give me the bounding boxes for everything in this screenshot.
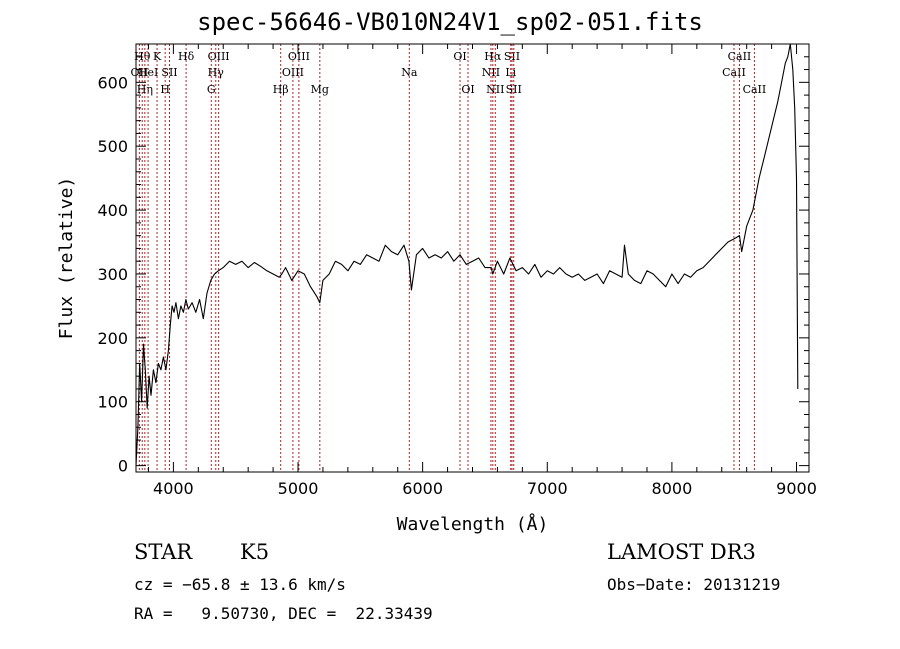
x-tick-label-8000: 8000 [652,479,693,498]
redshift-velocity: cz = −65.8 ± 13.6 km/s [134,575,346,594]
y-tick-label-300: 300 [97,265,128,284]
x-tick-label-7000: 7000 [527,479,568,498]
line-label-6: SII [161,66,177,79]
x-tick-label-5000: 5000 [278,479,319,498]
line-label-1: Hθ [134,50,151,63]
line-label-22: SII [504,50,520,63]
object-subclass: K5 [240,540,270,564]
line-label-5: H [160,83,170,96]
line-label-18: NII [482,66,500,79]
survey-name: LAMOST DR3 [607,540,756,564]
y-tick-label-0: 0 [118,457,128,476]
y-axis-label: Flux (relative) [56,177,77,340]
line-label-11: Hβ [273,83,289,96]
line-label-24: CaII [722,66,746,79]
line-label-13: OIII [288,50,310,63]
line-label-3: HeI [138,66,158,79]
line-label-9: Hγ [208,66,225,79]
plot-frame [135,43,810,473]
y-tick-label-600: 600 [97,73,128,92]
line-label-15: Na [401,66,418,79]
line-label-4: K [153,50,162,63]
y-tick-label-100: 100 [97,393,128,412]
line-label-21: Li [505,66,516,79]
y-tick-label-500: 500 [97,137,128,156]
line-label-23: SII [506,83,522,96]
line-label-26: CaII [743,83,767,96]
line-label-20: NII [486,83,504,96]
x-tick-label-9000: 9000 [776,479,817,498]
y-tick-label-200: 200 [97,329,128,348]
line-label-16: OI [453,50,466,63]
line-label-7: Hδ [178,50,195,63]
line-label-10: OIII [208,50,230,63]
line-label-14: Mg [311,83,329,96]
x-tick-label-4000: 4000 [153,479,194,498]
sky-coordinates: RA = 9.50730, DEC = 22.33439 [134,604,433,623]
flux-series-line [135,43,799,466]
line-label-12: OIII [282,66,304,79]
y-tick-label-400: 400 [97,201,128,220]
line-label-25: CaII [728,50,752,63]
observation-date: Obs−Date: 20131219 [607,575,781,594]
chart-title: spec-56646-VB010N24V1_sp02-051.fits [197,8,703,36]
line-label-8: G [207,83,216,96]
x-axis-label: Wavelength (Å) [397,513,549,535]
object-class: STAR [134,540,193,564]
line-label-0: OII [131,66,149,79]
line-label-19: Hα [484,50,502,63]
line-label-2: Hη [137,83,153,96]
x-tick-label-6000: 6000 [402,479,443,498]
line-label-17: OI [461,83,474,96]
